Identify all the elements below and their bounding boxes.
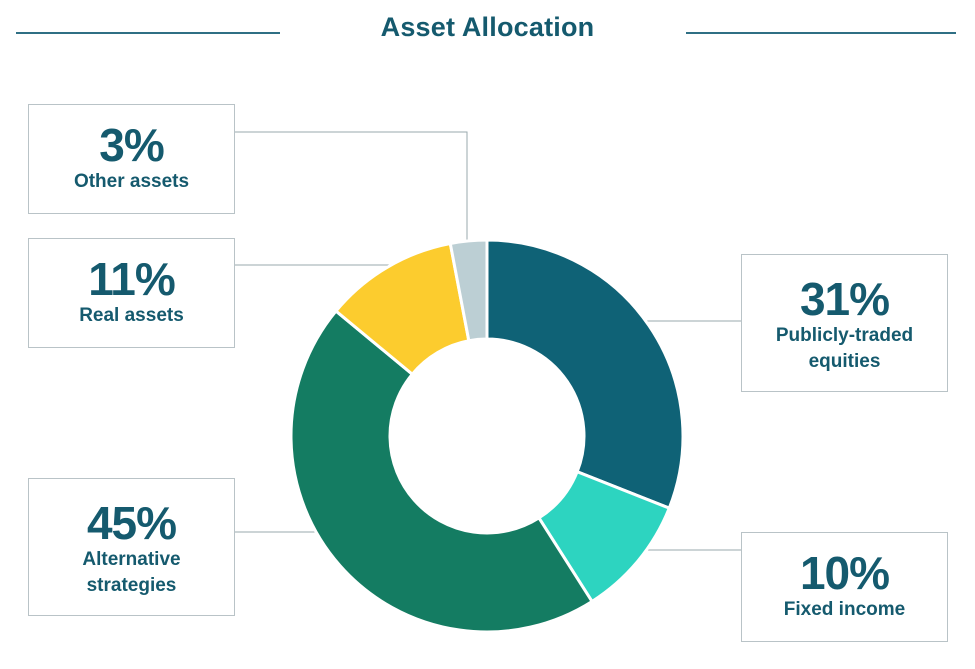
slice-other-assets <box>448 238 489 343</box>
label-fixed-income: 10% Fixed income <box>741 532 948 642</box>
label-other-assets-name: Other assets <box>73 171 190 193</box>
title-header: Asset Allocation <box>0 0 975 60</box>
label-real-assets-percent: 11% <box>88 253 176 305</box>
donut-slices <box>289 238 685 634</box>
leader-lines <box>235 131 741 551</box>
label-real-assets: 11% Real assets <box>28 238 235 348</box>
title-rule-right <box>686 32 956 34</box>
label-publicly-traded-equities-name: Publicly-traded equities <box>775 325 914 372</box>
title-rule-left <box>16 32 280 34</box>
slice-alternative-strategies <box>289 308 595 634</box>
label-publicly-traded-equities: 31% Publicly-traded equities <box>741 254 948 392</box>
label-alternative-strategies-name: Alternative strategies <box>82 549 181 596</box>
label-other-assets: 3% Other assets <box>28 104 235 214</box>
label-real-assets-name: Real assets <box>79 305 184 327</box>
slice-publicly-traded-equities <box>485 238 685 511</box>
label-alternative-strategies: 45% Alternative strategies <box>28 478 235 616</box>
label-other-assets-percent: 3% <box>99 119 164 171</box>
label-fixed-income-percent: 10% <box>799 547 890 599</box>
chart-title: Asset Allocation <box>380 12 595 42</box>
label-alternative-strategies-percent: 45% <box>86 497 177 549</box>
label-publicly-traded-equities-percent: 31% <box>799 273 890 325</box>
label-fixed-income-name: Fixed income <box>783 599 906 621</box>
leader-line-other-assets <box>235 131 468 243</box>
